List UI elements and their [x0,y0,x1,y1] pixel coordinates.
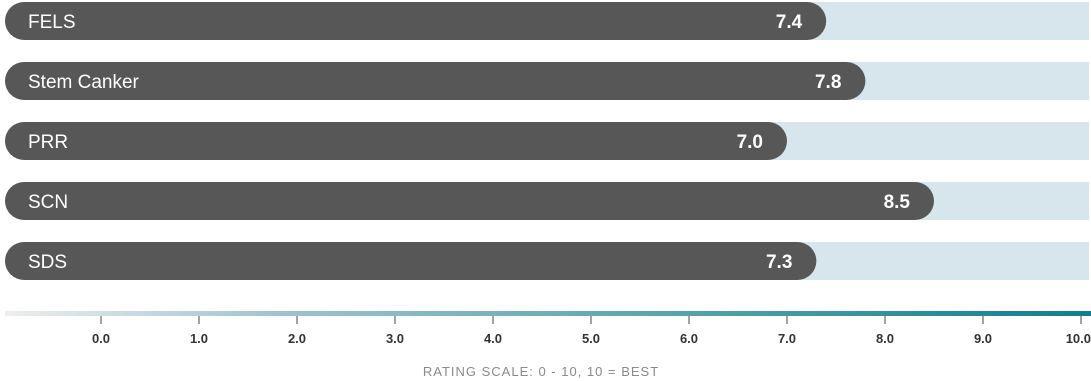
category-label: FELS [28,12,76,33]
value-label: 7.3 [766,252,792,273]
tick-label: 0.0 [92,331,110,346]
tick-label: 7.0 [778,331,796,346]
category-label: SCN [28,192,68,213]
tick-label: 5.0 [582,331,600,346]
bar-prr [5,122,787,160]
tick-label: 8.0 [876,331,894,346]
tick-label: 4.0 [484,331,502,346]
tick-label: 6.0 [680,331,698,346]
bar-sds [5,242,817,280]
tick-label: 3.0 [386,331,404,346]
axis-gradient-bar [5,311,1091,316]
value-label: 7.4 [776,12,803,33]
category-label: PRR [28,132,68,153]
value-label: 7.0 [737,132,763,153]
tick-label: 2.0 [288,331,306,346]
tick-label: 10.0 [1066,331,1091,346]
tick-label: 1.0 [190,331,208,346]
category-label: Stem Canker [28,72,140,93]
bar-stem-canker [5,62,866,100]
category-label: SDS [28,252,67,273]
x-axis-label: RATING SCALE: 0 - 10, 10 = BEST [423,364,659,379]
bar-scn [5,182,934,220]
value-label: 8.5 [884,192,911,213]
bar-fels [5,2,827,40]
bar-group: FELS 7.4 Stem Canker 7.8 PRR 7.0 SCN 8.5 SDS 7.3 [5,2,1089,280]
tick-label: 9.0 [974,331,992,346]
axis-ticks: 0.0 1.0 2.0 3.0 4.0 5.0 6.0 7.0 8.0 9.0 10.0 [92,316,1091,346]
value-label: 7.8 [815,72,841,93]
